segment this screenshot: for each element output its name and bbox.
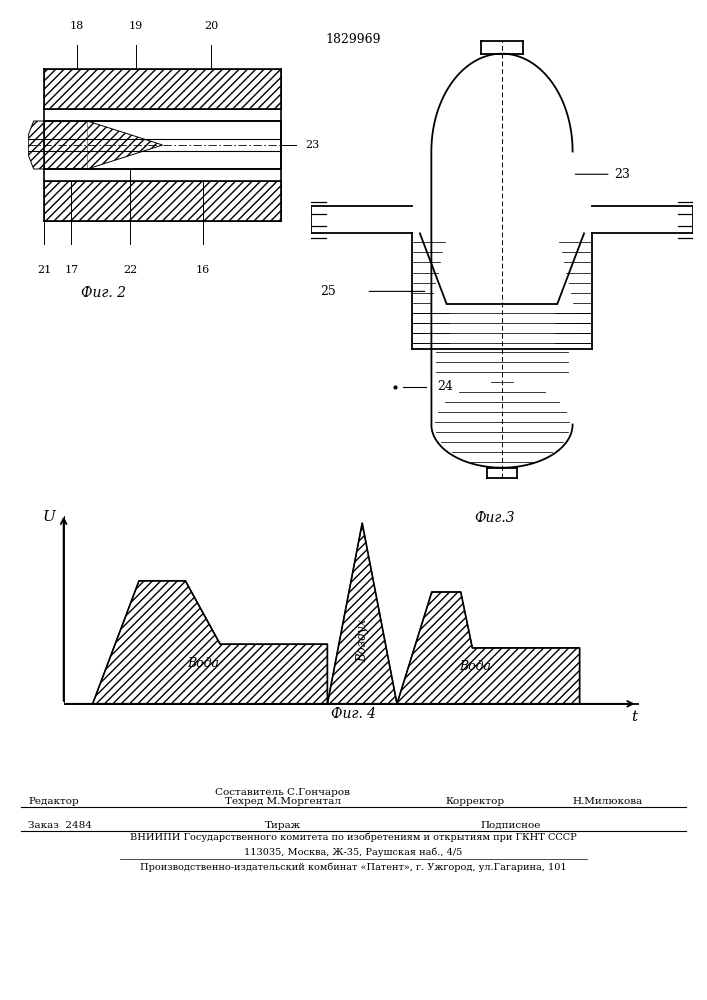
Text: Тираж: Тираж [264,821,301,830]
Polygon shape [45,121,88,169]
Text: 24: 24 [437,380,453,393]
Text: 19: 19 [129,21,143,31]
Polygon shape [28,121,45,169]
Text: 16: 16 [196,265,210,275]
Text: Производственно-издательский комбинат «Патент», г. Ужгород, ул.Гагарина, 101: Производственно-издательский комбинат «П… [140,862,567,872]
Text: Фиг. 4: Фиг. 4 [331,707,376,721]
Text: 25: 25 [320,285,336,298]
Text: 21: 21 [37,265,52,275]
Text: Фиг.3: Фиг.3 [474,511,515,525]
Polygon shape [88,121,163,169]
Text: Фиг. 2: Фиг. 2 [81,286,126,300]
Polygon shape [93,581,327,704]
Text: U: U [42,510,56,524]
Text: Техред М.Моргентал: Техред М.Моргентал [225,797,341,806]
Text: Вода: Вода [187,657,218,670]
Text: 17: 17 [64,265,78,275]
Text: ВНИИПИ Государственного комитета по изобретениям и открытиям при ГКНТ СССР: ВНИИПИ Государственного комитета по изоб… [130,832,577,842]
Text: 23: 23 [614,168,631,181]
Text: Корректор: Корректор [445,797,505,806]
Text: 18: 18 [69,21,83,31]
Polygon shape [327,523,397,704]
Polygon shape [45,121,281,169]
Polygon shape [397,592,580,704]
Text: Заказ  2484: Заказ 2484 [28,821,92,830]
Polygon shape [45,181,281,221]
Text: t: t [631,710,638,724]
Polygon shape [45,69,281,109]
Text: 22: 22 [123,265,137,275]
Text: Вода: Вода [460,660,491,673]
Text: Н.Милюкова: Н.Милюкова [573,797,643,806]
Text: Подписное: Подписное [481,821,541,830]
Text: 20: 20 [204,21,218,31]
Text: 23: 23 [305,140,320,150]
Text: Составитель С.Гончаров: Составитель С.Гончаров [216,788,350,797]
Text: Воздух: Воздух [356,619,368,662]
Text: Редактор: Редактор [28,797,79,806]
Text: 1829969: 1829969 [326,33,381,46]
Text: 113035, Москва, Ж-35, Раушская наб., 4/5: 113035, Москва, Ж-35, Раушская наб., 4/5 [245,848,462,857]
